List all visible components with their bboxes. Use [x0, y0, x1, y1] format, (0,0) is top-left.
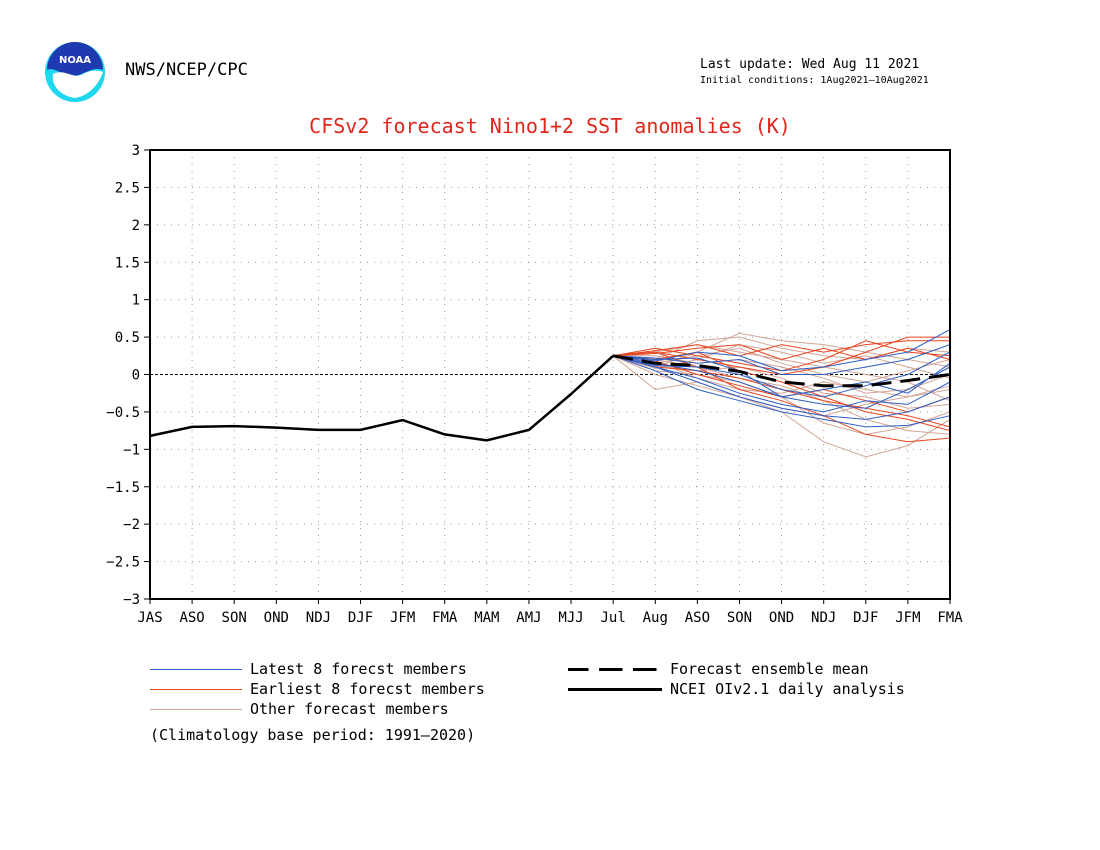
- x-tick-label: NDJ: [306, 610, 331, 626]
- latest-member-line: [613, 329, 951, 372]
- agency-label: NWS/NCEP/CPC: [125, 60, 248, 80]
- legend-label-latest: Latest 8 forecst members: [250, 660, 467, 678]
- x-tick-label: FMA: [937, 610, 963, 626]
- noaa-logo: NOAA: [45, 42, 105, 102]
- y-tick-label: −1: [123, 442, 140, 458]
- y-tick-label: −2: [123, 517, 140, 533]
- legend-swatch-analysis: [568, 688, 662, 691]
- initial-conditions: Initial conditions: 1Aug2021—10Aug2021: [700, 75, 929, 86]
- climatology-note: (Climatology base period: 1991—2020): [150, 726, 476, 744]
- x-tick-label: MAM: [474, 610, 499, 626]
- y-tick-label: 2: [132, 218, 140, 234]
- y-tick-label: −3: [123, 592, 140, 608]
- legend-swatch-latest: [150, 669, 242, 670]
- y-axis: 3 2.5 2 1.5 1 0.5 0 −0.5 −1 −1.5 −2 −2.5 −3: [106, 143, 150, 608]
- x-axis: JAS ASO SON OND NDJ DJF JFM FMA MAM AMJ MJJ Jul Aug A…: [137, 599, 963, 626]
- x-tick-label: JAS: [137, 610, 162, 626]
- earliest-member-line: [613, 344, 951, 361]
- chart-title: CFSv2 forecast Nino1+2 SST anomalies (K): [309, 114, 791, 138]
- x-tick-label: Jul: [601, 610, 626, 626]
- x-tick-label: AMJ: [516, 610, 541, 626]
- y-tick-label: 3: [132, 143, 140, 159]
- analysis-line: [149, 354, 615, 442]
- y-tick-label: −0.5: [106, 405, 140, 421]
- y-tick-label: 1: [132, 293, 140, 309]
- y-tick-label: −2.5: [106, 555, 140, 571]
- y-tick-label: 1.5: [115, 255, 140, 271]
- other-member-line: [613, 355, 951, 398]
- legend-label-other: Other forecast members: [250, 700, 449, 718]
- latest-member-line: [613, 355, 951, 428]
- legend-swatch-other: [150, 709, 242, 710]
- x-tick-label: ASO: [685, 610, 710, 626]
- latest-members-group: [613, 329, 951, 428]
- chart-svg: 3 2.5 2 1.5 1 0.5 0 −0.5 −1 −1.5 −2 −2.5 −3 JAS ASO SO…: [106, 143, 963, 626]
- latest-member-line: [613, 355, 951, 420]
- x-tick-label: ASO: [179, 610, 204, 626]
- y-tick-label: 0.5: [115, 330, 140, 346]
- x-tick-label: JFM: [390, 610, 415, 626]
- x-tick-label: DJF: [348, 610, 373, 626]
- x-tick-label: OND: [264, 610, 289, 626]
- x-tick-label: MJJ: [558, 610, 583, 626]
- legend-swatch-earliest: [150, 689, 242, 690]
- legend-label-earliest: Earliest 8 forecst members: [250, 680, 485, 698]
- earliest-member-line: [613, 351, 951, 443]
- x-tick-label: DJF: [853, 610, 878, 626]
- x-tick-label: NDJ: [811, 610, 836, 626]
- latest-member-line: [613, 355, 951, 398]
- analysis-group: [149, 354, 615, 442]
- x-tick-label: FMA: [432, 610, 458, 626]
- y-tick-label: −1.5: [106, 480, 140, 496]
- legend-label-mean: Forecast ensemble mean: [670, 660, 869, 678]
- x-tick-label: OND: [769, 610, 794, 626]
- x-tick-label: JFM: [895, 610, 920, 626]
- noaa-logo-text: NOAA: [59, 55, 91, 66]
- other-member-line: [613, 355, 951, 435]
- latest-member-line: [613, 355, 951, 413]
- y-tick-label: 0: [132, 368, 140, 384]
- other-member-line: [613, 347, 951, 383]
- x-tick-label: SON: [727, 610, 752, 626]
- legend-label-analysis: NCEI OIv2.1 daily analysis: [670, 680, 905, 698]
- y-tick-label: 2.5: [115, 180, 140, 196]
- x-tick-label: SON: [222, 610, 247, 626]
- x-tick-label: Aug: [643, 610, 668, 626]
- last-update: Last update: Wed Aug 11 2021: [700, 57, 920, 72]
- latest-member-line: [613, 344, 951, 375]
- legend-swatch-mean: [568, 668, 662, 671]
